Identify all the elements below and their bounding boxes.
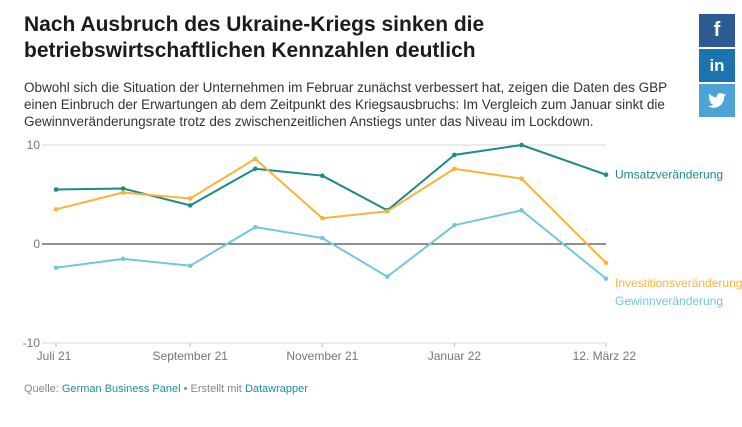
chart-subtitle: Obwohl sich die Situation der Unternehme… xyxy=(24,80,667,129)
chart-footer: Quelle: German Business Panel • Erstellt… xyxy=(24,383,308,395)
linkedin-share-button[interactable]: in xyxy=(699,49,735,82)
data-point xyxy=(519,142,524,148)
y-tick-label: 10 xyxy=(27,138,41,152)
data-point xyxy=(53,265,59,271)
data-point xyxy=(603,276,609,281)
data-point xyxy=(384,274,390,279)
x-tick-label: Januar 22 xyxy=(428,349,482,363)
datawrapper-link[interactable]: Datawrapper xyxy=(244,383,308,395)
data-point xyxy=(252,166,258,172)
data-point xyxy=(603,172,609,177)
created-label: Erstellt mit xyxy=(190,383,242,395)
twitter-icon xyxy=(708,93,726,108)
series-label: Investitionsveränderung xyxy=(615,276,742,290)
series-label: Gewinnveränderung xyxy=(615,294,723,308)
facebook-icon: f xyxy=(713,19,721,41)
data-point xyxy=(519,208,524,213)
data-point xyxy=(187,203,193,208)
data-point xyxy=(53,187,59,192)
data-point xyxy=(603,260,609,266)
data-point xyxy=(120,186,126,191)
data-point xyxy=(384,209,390,214)
data-point xyxy=(187,263,193,269)
source-label: Quelle: xyxy=(24,383,59,395)
chart-title: Nach Ausbruch des Ukraine-Kriegs sinken … xyxy=(24,13,485,62)
data-point xyxy=(187,196,193,201)
data-point xyxy=(252,156,258,162)
data-point xyxy=(452,222,457,228)
facebook-share-button[interactable]: f xyxy=(699,14,735,47)
data-point xyxy=(519,176,524,181)
x-tick-label: September 21 xyxy=(153,349,229,363)
data-point xyxy=(120,256,126,262)
data-point xyxy=(452,152,457,158)
data-point xyxy=(320,215,325,221)
data-point xyxy=(320,235,325,241)
y-tick-label: 0 xyxy=(33,237,40,251)
y-tick-label: -10 xyxy=(23,336,41,350)
data-point xyxy=(252,224,258,230)
twitter-share-button[interactable] xyxy=(699,84,735,117)
source-link[interactable]: German Business Panel xyxy=(61,383,181,395)
data-point xyxy=(320,173,325,178)
series-label: Umsatzveränderung xyxy=(615,168,723,182)
linkedin-icon: in xyxy=(709,55,725,75)
data-point xyxy=(120,190,126,195)
x-tick-label: 12. März 22 xyxy=(573,349,637,363)
x-tick-label: Juli 21 xyxy=(37,349,72,363)
footer-separator: • xyxy=(183,383,188,395)
x-tick-label: November 21 xyxy=(286,349,358,363)
data-point xyxy=(452,166,457,172)
data-point xyxy=(53,207,59,212)
